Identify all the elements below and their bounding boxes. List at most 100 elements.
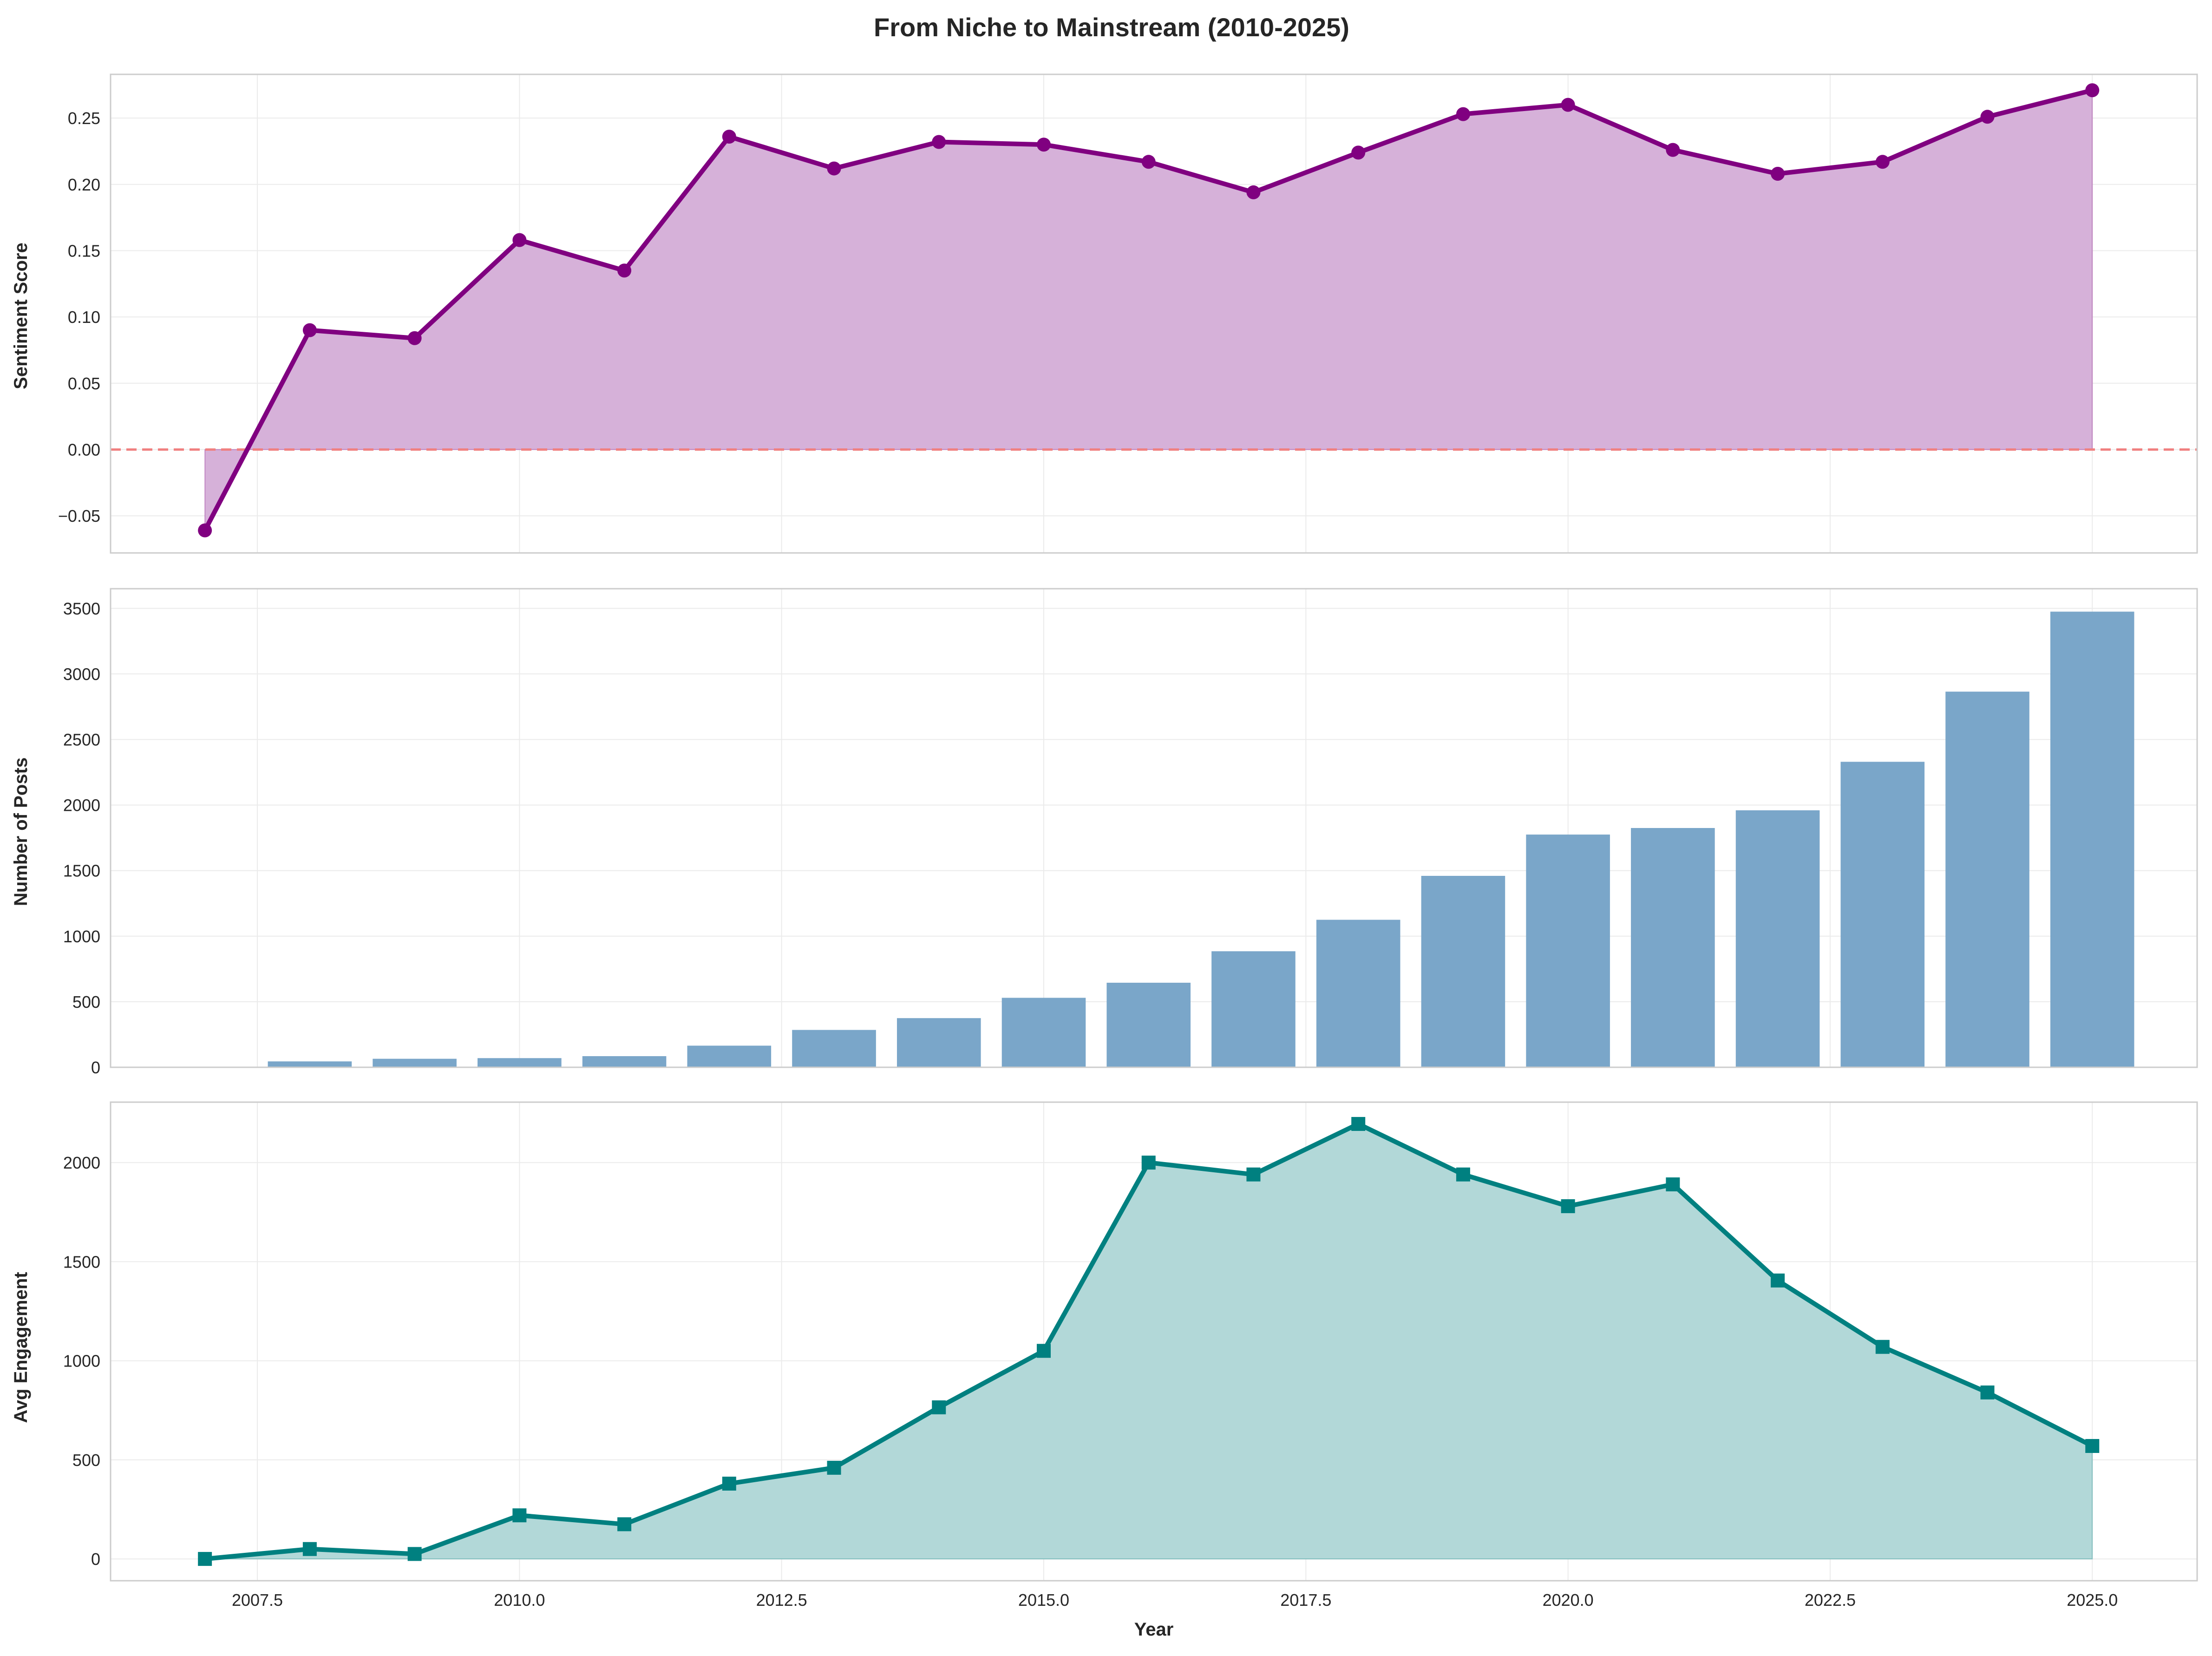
sentiment-point-marker [1456, 107, 1470, 121]
engagement-point-marker [2085, 1439, 2100, 1453]
sentiment-point-marker [1351, 145, 1366, 160]
engagement-point-marker [1980, 1385, 1995, 1400]
x-tick-label: 2012.5 [756, 1590, 807, 1610]
sentiment-ytick-label: 0.20 [68, 175, 100, 194]
engagement-ytick-label: 2000 [63, 1153, 100, 1172]
posts-ytick-label: 2500 [63, 730, 100, 749]
sentiment-frame [110, 73, 2198, 554]
posts-ytick-label: 0 [91, 1058, 100, 1077]
posts-bars [163, 611, 2134, 1067]
engagement-point-marker [1141, 1156, 1156, 1170]
posts-ytick-label: 3500 [63, 599, 100, 618]
sentiment-point-marker [198, 523, 212, 538]
posts-bar [1840, 762, 1925, 1067]
engagement-point-marker [1036, 1344, 1051, 1358]
x-tick-label: 2025.0 [2067, 1590, 2118, 1610]
sentiment-panel: 0.25 0.20 0.15 0.10 0.05 0.00 −0.05 Sentiment … [11, 73, 2198, 554]
sentiment-ylabel: Sentiment Score [11, 243, 31, 389]
x-tick-label: 2017.5 [1280, 1590, 1331, 1610]
chart-title: From Niche to Mainstream (2010-2025) [874, 13, 1349, 42]
engagement-yticks: 2000 1500 1000 500 0 [63, 1153, 100, 1569]
sentiment-markers [198, 83, 2100, 538]
sentiment-point-marker [1666, 143, 1680, 157]
engagement-ytick-label: 1000 [63, 1352, 100, 1371]
posts-bar [582, 1056, 667, 1067]
sentiment-ytick-label: 0.15 [68, 241, 100, 260]
sentiment-ytick-label: 0.25 [68, 109, 100, 128]
x-tick-label: 2020.0 [1543, 1590, 1594, 1610]
posts-bar [268, 1061, 352, 1067]
sentiment-point-marker [932, 135, 946, 149]
engagement-ytick-label: 500 [72, 1451, 100, 1470]
posts-frame [110, 588, 2198, 1068]
posts-yticks: 3500 3000 2500 2000 1500 1000 500 0 [63, 599, 100, 1077]
sentiment-ytick-label: 0.00 [68, 440, 100, 459]
engagement-point-marker [1666, 1177, 1680, 1191]
sentiment-point-marker [1980, 110, 1995, 124]
sentiment-point-marker [302, 323, 317, 337]
engagement-point-marker [932, 1400, 946, 1414]
x-tick-label: 2015.0 [1018, 1590, 1069, 1610]
engagement-xticks: 2007.5 2010.0 2012.5 2015.0 2017.5 2020.0 2022… [232, 1590, 2118, 1610]
posts-bar [1106, 982, 1191, 1067]
engagement-point-marker [617, 1517, 632, 1531]
posts-bar [373, 1058, 457, 1067]
sentiment-point-marker [1246, 185, 1261, 199]
posts-bar [1211, 951, 1296, 1067]
posts-bar [2050, 611, 2134, 1067]
engagement-point-marker [1246, 1167, 1261, 1182]
sentiment-point-marker [1036, 138, 1051, 152]
posts-bar [478, 1058, 562, 1067]
posts-ytick-label: 3000 [63, 664, 100, 683]
engagement-point-marker [302, 1542, 317, 1556]
x-tick-label: 2010.0 [494, 1590, 545, 1610]
sentiment-yticks: 0.25 0.20 0.15 0.10 0.05 0.00 −0.05 [58, 109, 100, 526]
posts-bar [792, 1030, 876, 1067]
posts-bar [1526, 835, 1610, 1067]
sentiment-point-marker [617, 263, 632, 278]
x-tick-label: 2007.5 [232, 1590, 283, 1610]
posts-panel: 3500 3000 2500 2000 1500 1000 500 0 Number of P… [11, 588, 2198, 1077]
sentiment-ytick-label: −0.05 [58, 506, 100, 526]
sentiment-point-marker [1141, 155, 1156, 169]
posts-bar [1945, 691, 2029, 1067]
posts-bar [687, 1045, 772, 1067]
sentiment-point-marker [1771, 166, 1785, 181]
sentiment-point-marker [2085, 83, 2100, 98]
engagement-markers [198, 1117, 2100, 1566]
engagement-ytick-label: 1500 [63, 1252, 100, 1271]
engagement-point-marker [1771, 1273, 1785, 1288]
posts-bar [1421, 876, 1505, 1067]
engagement-point-marker [1561, 1199, 1575, 1213]
engagement-point-marker [407, 1547, 422, 1561]
sentiment-ytick-label: 0.10 [68, 308, 100, 327]
posts-ytick-label: 500 [72, 992, 100, 1012]
engagement-point-marker [1456, 1167, 1470, 1182]
posts-bar [1631, 828, 1715, 1067]
sentiment-point-marker [827, 161, 841, 176]
engagement-point-marker [198, 1552, 212, 1566]
posts-bar [897, 1018, 981, 1067]
posts-ytick-label: 2000 [63, 796, 100, 815]
engagement-point-marker [1351, 1117, 1366, 1131]
engagement-point-marker [1875, 1340, 1890, 1354]
sentiment-point-marker [1875, 155, 1890, 169]
engagement-xlabel: Year [1134, 1619, 1174, 1640]
posts-ytick-label: 1000 [63, 927, 100, 946]
engagement-frame [110, 1101, 2198, 1582]
engagement-point-marker [512, 1508, 527, 1523]
posts-ylabel: Number of Posts [11, 757, 31, 906]
posts-bar [1001, 998, 1086, 1067]
sentiment-point-marker [512, 233, 527, 247]
engagement-point-marker [827, 1460, 841, 1475]
x-tick-label: 2022.5 [1805, 1590, 1856, 1610]
posts-ytick-label: 1500 [63, 861, 100, 881]
engagement-ytick-label: 0 [91, 1550, 100, 1569]
posts-bar [1316, 920, 1400, 1067]
sentiment-point-marker [1561, 98, 1575, 112]
sentiment-point-marker [722, 130, 736, 144]
engagement-ylabel: Avg Engagement [11, 1272, 31, 1423]
engagement-panel: 2000 1500 1000 500 0 2007.5 2010.0 2012.5 2015.… [11, 1101, 2198, 1640]
sentiment-ytick-label: 0.05 [68, 374, 100, 393]
